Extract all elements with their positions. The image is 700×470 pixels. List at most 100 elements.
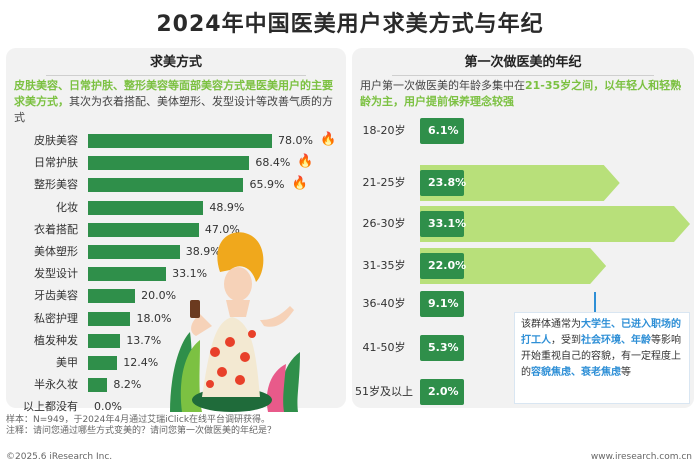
method-bar-value: 13.7%: [126, 333, 162, 347]
method-bar-row: 植发种发 13.7%: [6, 332, 346, 350]
age-highlight-arrow: [420, 248, 607, 284]
left-panel: 求美方式 皮肤美容、日常护肤、整形美容等面部美容方式是医美用户的主要求美方式，其…: [6, 48, 346, 413]
question-note: 注释：请问您通过哪些方式变美的？请问您第一次做医美的年纪是？: [6, 426, 277, 436]
age-value-box: 9.1%: [420, 291, 464, 317]
method-bar-label: 化妆: [56, 200, 78, 214]
method-bar: [88, 333, 121, 348]
age-value-box: 5.3%: [420, 335, 464, 361]
left-desc-rest: 其次为衣着搭配、美体塑形、发型设计等改善气质的方式: [14, 95, 333, 124]
age-label: 26-30岁: [362, 217, 406, 230]
note-part-2: ，受到: [551, 335, 581, 346]
method-bar-label: 私密护理: [34, 311, 78, 325]
method-bar-row: 化妆 48.9%: [6, 199, 346, 217]
method-bar-row: 衣着搭配 47.0%: [6, 221, 346, 239]
method-bar-value: 0.0%: [94, 400, 122, 414]
age-value-box: 22.0%: [420, 253, 467, 279]
method-bar-row: 私密护理 18.0%: [6, 310, 346, 328]
method-bar-value: 65.9%: [249, 178, 285, 192]
left-panel-header: 求美方式: [46, 50, 306, 76]
method-bar-row: 半永久妆 8.2%: [6, 376, 346, 394]
age-value-box: 2.0%: [420, 379, 464, 405]
method-bar-row: 皮肤美容 78.0% 🔥: [6, 132, 346, 150]
method-bar-label: 发型设计: [34, 267, 78, 281]
age-group-note: 该群体通常为大学生、已进入职场的打工人，受到社会环境、年龄等影响开始重视自己的容…: [514, 312, 690, 404]
age-label: 41-50岁: [362, 341, 406, 354]
age-value: 5.3%: [428, 341, 459, 354]
method-bar-label: 以上都没有: [23, 400, 78, 414]
method-bar-value: 8.2%: [113, 378, 142, 392]
age-highlight-arrow: [420, 165, 620, 201]
age-highlight-arrow: [420, 206, 690, 242]
method-bar: [88, 134, 272, 148]
age-value: 22.0%: [428, 259, 467, 272]
method-bar-label: 日常护肤: [34, 156, 78, 170]
method-bar-label: 衣着搭配: [34, 222, 78, 236]
method-bar-value: 47.0%: [204, 222, 240, 236]
age-value: 23.8%: [428, 176, 467, 189]
note-part-3: 等影响开始重视自己的容貌，有一定程度上的: [521, 335, 681, 378]
page-title: 2024年中国医美用户求美方式与年纪: [156, 12, 544, 37]
method-bar: [88, 222, 199, 237]
method-bar-label: 牙齿美容: [34, 289, 78, 303]
method-bar-value: 20.0%: [141, 289, 177, 303]
right-panel-description: 用户第一次做医美的年龄多集中在21-35岁之间，以年轻人和轻熟龄为主，用户提前保…: [360, 78, 688, 110]
age-value: 2.0%: [428, 385, 459, 398]
method-bar-row: 美体塑形 38.9%: [6, 243, 346, 261]
note-part-1: 该群体通常为: [521, 319, 581, 330]
flame-icon: 🔥: [320, 132, 337, 147]
flame-icon: 🔥: [297, 154, 314, 170]
age-value: 6.1%: [428, 124, 459, 137]
method-bar: [88, 289, 136, 304]
left-panel-description: 皮肤美容、日常护肤、整形美容等面部美容方式是医美用户的主要求美方式，其次为衣着搭…: [14, 78, 340, 126]
method-bar: [88, 378, 108, 393]
method-bar-row: 发型设计 33.1%: [6, 265, 346, 283]
method-bar-value: 38.9%: [185, 245, 221, 258]
method-bar-row: 美甲 12.4%: [6, 354, 346, 372]
method-bar-label: 半永久妆: [34, 378, 78, 392]
note-highlight-3: 容貌焦虑、衰老焦虑: [531, 367, 621, 378]
method-bar: [88, 267, 167, 282]
method-bar: [88, 200, 204, 215]
method-bar-value: 48.9%: [209, 200, 245, 214]
method-bar-label: 植发种发: [34, 333, 78, 347]
method-bar: [88, 311, 131, 326]
method-bar-label: 皮肤美容: [34, 134, 78, 147]
age-value-box: 33.1%: [420, 211, 467, 237]
note-connector-line: [594, 292, 596, 314]
age-value-box: 23.8%: [420, 170, 467, 196]
note-highlight-2: 社会环境、年龄: [581, 335, 651, 346]
method-bar-value: 12.4%: [123, 356, 159, 369]
method-bar: [88, 178, 244, 193]
right-desc-range: 21-35岁之间: [525, 79, 594, 92]
method-bar-row: 牙齿美容 20.0%: [6, 287, 346, 305]
age-value: 9.1%: [428, 297, 459, 310]
footer-notes: 样本：N=949，于2024年4月通过艾瑞iClick在线平台调研获得。 注释：…: [6, 415, 276, 437]
method-bar-value: 78.0%: [278, 134, 313, 147]
age-label: 51岁及以上: [355, 385, 413, 398]
right-desc-prefix: 用户第一次做医美的年龄多集中在: [360, 79, 525, 92]
age-label: 18-20岁: [362, 124, 406, 137]
method-bar-label: 美体塑形: [34, 245, 78, 258]
method-bar-label: 美甲: [56, 356, 78, 369]
left-desc-highlight: 皮肤美容、日常护肤、整形美容等面部美容方式是医美用户的主要求美方式，: [14, 79, 333, 108]
method-bar-value: 33.1%: [172, 267, 208, 281]
method-bar: [88, 356, 118, 370]
method-bar-row: 整形美容 65.9% 🔥: [6, 176, 346, 194]
method-bar-row: 日常护肤 68.4% 🔥: [6, 154, 346, 172]
copyright: ©2025.6 iResearch Inc.: [6, 452, 113, 462]
note-highlight-1: 大学生、已进入职场的打工人: [521, 319, 681, 346]
flame-icon: 🔥: [291, 176, 308, 192]
age-value: 33.1%: [428, 217, 467, 230]
right-desc-highlight: ，以年轻人和轻熟龄为主，用户提前保养理念较强: [360, 79, 682, 108]
age-label: 36-40岁: [362, 297, 406, 310]
method-bar-row: 以上都没有 0.0%: [6, 398, 346, 416]
method-bar: [88, 156, 250, 171]
age-label: 21-25岁: [362, 176, 406, 189]
method-bar-value: 68.4%: [255, 156, 291, 170]
right-panel: 第一次做医美的年纪 用户第一次做医美的年龄多集中在21-35岁之间，以年轻人和轻…: [352, 48, 694, 408]
sample-note: 样本：N=949，于2024年4月通过艾瑞iClick在线平台调研获得。: [6, 415, 271, 425]
method-bar-value: 18.0%: [136, 311, 172, 325]
age-label: 31-35岁: [362, 259, 406, 272]
woman-mirror-illustration: [170, 232, 300, 412]
method-bar-label: 整形美容: [34, 178, 78, 192]
